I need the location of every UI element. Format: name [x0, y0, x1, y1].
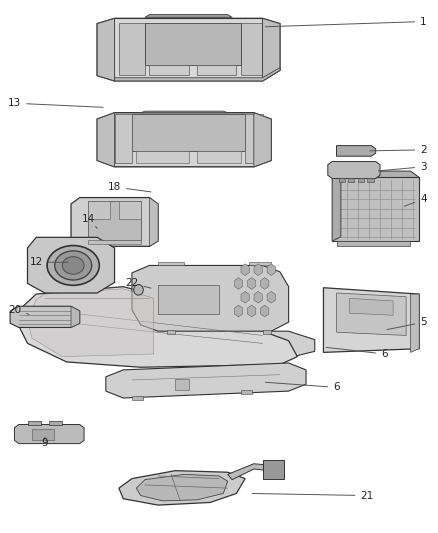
Text: 6: 6 — [265, 382, 340, 392]
Polygon shape — [119, 201, 141, 219]
Polygon shape — [245, 114, 262, 163]
Polygon shape — [136, 474, 228, 501]
Polygon shape — [350, 298, 393, 316]
Polygon shape — [49, 421, 62, 424]
Polygon shape — [97, 18, 280, 81]
Polygon shape — [10, 306, 80, 327]
Polygon shape — [336, 146, 376, 156]
Polygon shape — [410, 294, 419, 352]
Bar — [132, 396, 143, 400]
Bar — [176, 379, 188, 390]
Ellipse shape — [55, 251, 92, 280]
Polygon shape — [332, 171, 419, 177]
Polygon shape — [132, 265, 289, 331]
Text: 3: 3 — [378, 162, 427, 172]
Polygon shape — [88, 201, 141, 240]
Polygon shape — [115, 68, 280, 81]
Text: 9: 9 — [42, 437, 48, 448]
Polygon shape — [28, 237, 115, 293]
Polygon shape — [88, 240, 141, 244]
Text: 5: 5 — [387, 317, 427, 329]
Polygon shape — [158, 285, 219, 314]
Polygon shape — [332, 171, 341, 241]
Bar — [348, 178, 354, 182]
Polygon shape — [97, 18, 115, 81]
Text: 2: 2 — [370, 145, 427, 155]
Bar — [32, 429, 53, 440]
Bar — [339, 178, 345, 182]
Polygon shape — [14, 424, 84, 443]
Polygon shape — [132, 331, 315, 358]
Polygon shape — [106, 363, 306, 398]
Bar — [167, 330, 176, 334]
Ellipse shape — [47, 246, 99, 285]
Polygon shape — [97, 113, 271, 167]
Polygon shape — [336, 293, 406, 335]
Text: 20: 20 — [8, 305, 29, 315]
Polygon shape — [141, 111, 228, 113]
Ellipse shape — [134, 285, 143, 295]
Text: 6: 6 — [326, 348, 388, 359]
Polygon shape — [262, 18, 280, 81]
Polygon shape — [132, 114, 245, 151]
Ellipse shape — [62, 257, 84, 274]
Polygon shape — [250, 262, 271, 265]
Polygon shape — [158, 262, 184, 265]
Polygon shape — [71, 306, 80, 327]
Polygon shape — [119, 22, 145, 75]
Text: 18: 18 — [108, 182, 151, 192]
Text: 13: 13 — [8, 98, 103, 108]
Text: 12: 12 — [30, 257, 68, 267]
Text: 21: 21 — [252, 490, 374, 500]
Polygon shape — [28, 421, 41, 424]
Bar — [241, 390, 252, 394]
Text: 22: 22 — [125, 278, 151, 288]
Text: 4: 4 — [404, 194, 427, 206]
Polygon shape — [336, 241, 410, 246]
Bar — [262, 330, 271, 334]
Text: 14: 14 — [82, 214, 97, 228]
Polygon shape — [88, 201, 110, 219]
Polygon shape — [119, 471, 245, 505]
Polygon shape — [228, 464, 271, 480]
Polygon shape — [71, 198, 158, 246]
Polygon shape — [149, 65, 188, 75]
Polygon shape — [254, 113, 271, 167]
Polygon shape — [328, 161, 380, 179]
Polygon shape — [136, 151, 188, 163]
Text: 1: 1 — [265, 17, 427, 27]
Polygon shape — [19, 287, 297, 367]
Polygon shape — [145, 14, 232, 17]
Polygon shape — [28, 289, 154, 357]
Polygon shape — [145, 22, 241, 65]
Polygon shape — [197, 151, 241, 163]
Bar — [367, 178, 374, 182]
Polygon shape — [241, 22, 271, 75]
Polygon shape — [149, 198, 158, 246]
Polygon shape — [323, 288, 419, 352]
Polygon shape — [197, 65, 237, 75]
Bar — [358, 178, 364, 182]
Polygon shape — [115, 114, 132, 163]
Polygon shape — [262, 460, 284, 479]
Polygon shape — [332, 177, 419, 241]
Polygon shape — [97, 113, 115, 167]
